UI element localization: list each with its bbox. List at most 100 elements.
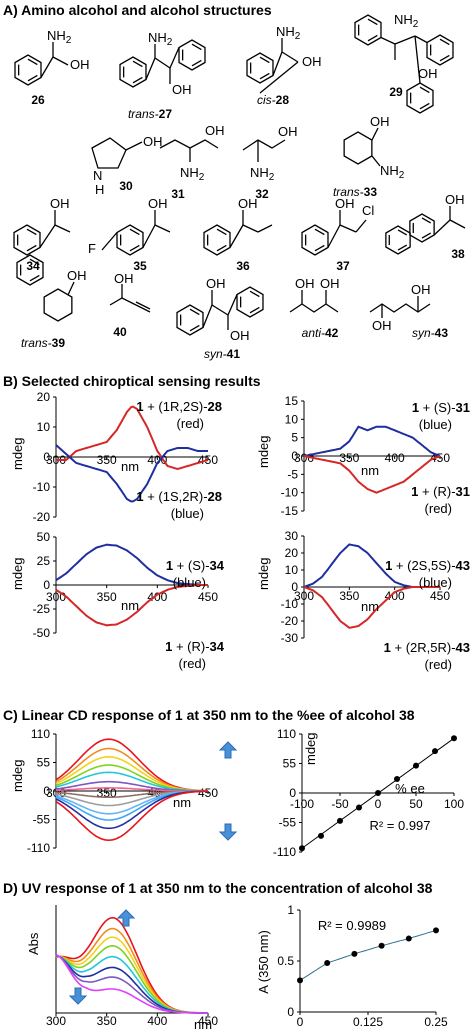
scatter-point — [375, 790, 381, 796]
y-tick-label: 5 — [291, 431, 298, 445]
group-nh2-32: NH2 — [250, 165, 275, 183]
scatter-point — [318, 832, 324, 839]
x-tick-label: -50 — [331, 797, 349, 811]
y-tick-label: -30 — [281, 631, 299, 645]
annotation-color-0: (blue) — [173, 575, 206, 590]
series-line-12 — [55, 790, 209, 842]
y-tick-label: 10 — [37, 420, 51, 434]
r-squared-label: R² = 0.997 — [369, 818, 430, 833]
ring-34 — [13, 224, 41, 256]
x-tick-label: 450 — [198, 786, 218, 800]
annotation-0: 1 + (2S,5S)-43 — [385, 558, 470, 573]
arrow-down-icon — [68, 987, 88, 1005]
ring-33 — [343, 131, 373, 165]
ring-29c — [406, 82, 434, 114]
group-n-30: N — [93, 168, 102, 183]
scatter-point — [324, 960, 331, 967]
series-line-0 — [55, 543, 208, 586]
annotation-color-1: (red) — [425, 657, 452, 672]
scatter-point — [413, 762, 419, 769]
x-tick-label: 0.125 — [353, 1015, 383, 1029]
y-tick-label: -110 — [273, 845, 296, 859]
y-tick-label: -55 — [33, 813, 51, 827]
y-tick-label: -50 — [33, 626, 51, 640]
ring-27a — [119, 56, 147, 88]
series-line-7 — [55, 953, 208, 1014]
annotation-0: 1 + (1R,2S)-28 — [136, 399, 222, 414]
y-tick-label: 0 — [43, 578, 50, 592]
series-line-0 — [303, 425, 441, 457]
label-27: trans-27 — [128, 107, 172, 121]
arrow-up-icon — [218, 741, 238, 759]
scatter-point — [405, 935, 412, 942]
r-squared-label: R² = 0.9989 — [318, 918, 386, 933]
x-axis-label: nm — [361, 599, 379, 614]
group-oh-28: OH — [302, 54, 322, 69]
group-oh-41a: OH — [206, 276, 226, 291]
x-tick-label: 50 — [409, 797, 423, 811]
annotation-color-1: (red) — [425, 501, 452, 516]
x-tick-label: -100 — [290, 797, 314, 811]
x-tick-label: 450 — [430, 589, 450, 603]
annotation-color-1: (blue) — [171, 506, 204, 521]
y-tick-label: 0 — [291, 449, 298, 463]
group-nh2-28: NH2 — [276, 24, 301, 42]
scatter-point — [432, 748, 438, 755]
y-axis-label: Abs — [26, 932, 41, 955]
ring-37 — [301, 224, 329, 256]
group-oh-43a: OH — [372, 318, 392, 333]
y-tick-label: 20 — [285, 546, 299, 560]
y-tick-label: 0 — [289, 786, 296, 800]
x-tick-label: 450 — [198, 453, 218, 467]
annotation-color-0: (blue) — [419, 575, 452, 590]
y-tick-label: -25 — [33, 602, 51, 616]
label-41: syn-41 — [204, 347, 240, 361]
ring-41a — [176, 304, 204, 336]
chart-d1: 300 350 400 450 Abs nm — [26, 905, 218, 1032]
series-line-0 — [56, 405, 209, 471]
y-tick-label: -55 — [279, 816, 297, 830]
ring-29a — [354, 14, 382, 46]
ring-36 — [203, 224, 231, 256]
x-axis-label: nm — [194, 1017, 212, 1032]
group-oh-41b: OH — [230, 328, 250, 343]
series-line-1 — [303, 586, 440, 629]
chart-b3: 50 25 0 -25 -50 300 350 400 450 mdeg nm 1 + (S)-34 (… — [10, 530, 225, 671]
x-tick-label: 350 — [97, 453, 117, 467]
y-tick-label: 20 — [37, 390, 51, 404]
scatter-point — [337, 817, 343, 824]
y-tick-label: 110 — [31, 727, 50, 741]
group-oh-43b: OH — [411, 282, 431, 297]
y-tick-label: 30 — [285, 529, 299, 543]
scatter-point — [378, 942, 385, 949]
group-oh-37: OH — [335, 196, 355, 211]
group-oh-29: OH — [418, 66, 438, 81]
annotation-color-0: (red) — [177, 416, 204, 431]
scatter-point — [451, 735, 457, 742]
y-tick-label: -10 — [281, 597, 299, 611]
y-tick-label: 10 — [285, 412, 299, 426]
group-h-30: H — [95, 182, 104, 197]
group-nh2-33: NH2 — [380, 163, 405, 181]
x-tick-label: 400 — [385, 451, 405, 465]
y-tick-label: 55 — [37, 756, 51, 770]
x-axis-label: nm — [121, 459, 139, 474]
y-tick-label: 10 — [285, 563, 299, 577]
series-line-1 — [55, 584, 208, 627]
x-tick-label: 350 — [97, 590, 117, 604]
y-axis-label: mdeg — [256, 557, 271, 590]
label-29: 29 — [389, 85, 403, 99]
y-tick-label: -110 — [27, 841, 50, 855]
group-oh-31: OH — [205, 123, 225, 138]
x-tick-label: 300 — [294, 589, 314, 603]
x-tick-label: 300 — [46, 1014, 66, 1028]
annotation-0: 1 + (S)-31 — [412, 400, 470, 415]
section-a-title: A) Amino alcohol and alcohol structures — [3, 2, 272, 18]
scatter-point — [297, 977, 303, 984]
scatter-point — [356, 804, 362, 811]
